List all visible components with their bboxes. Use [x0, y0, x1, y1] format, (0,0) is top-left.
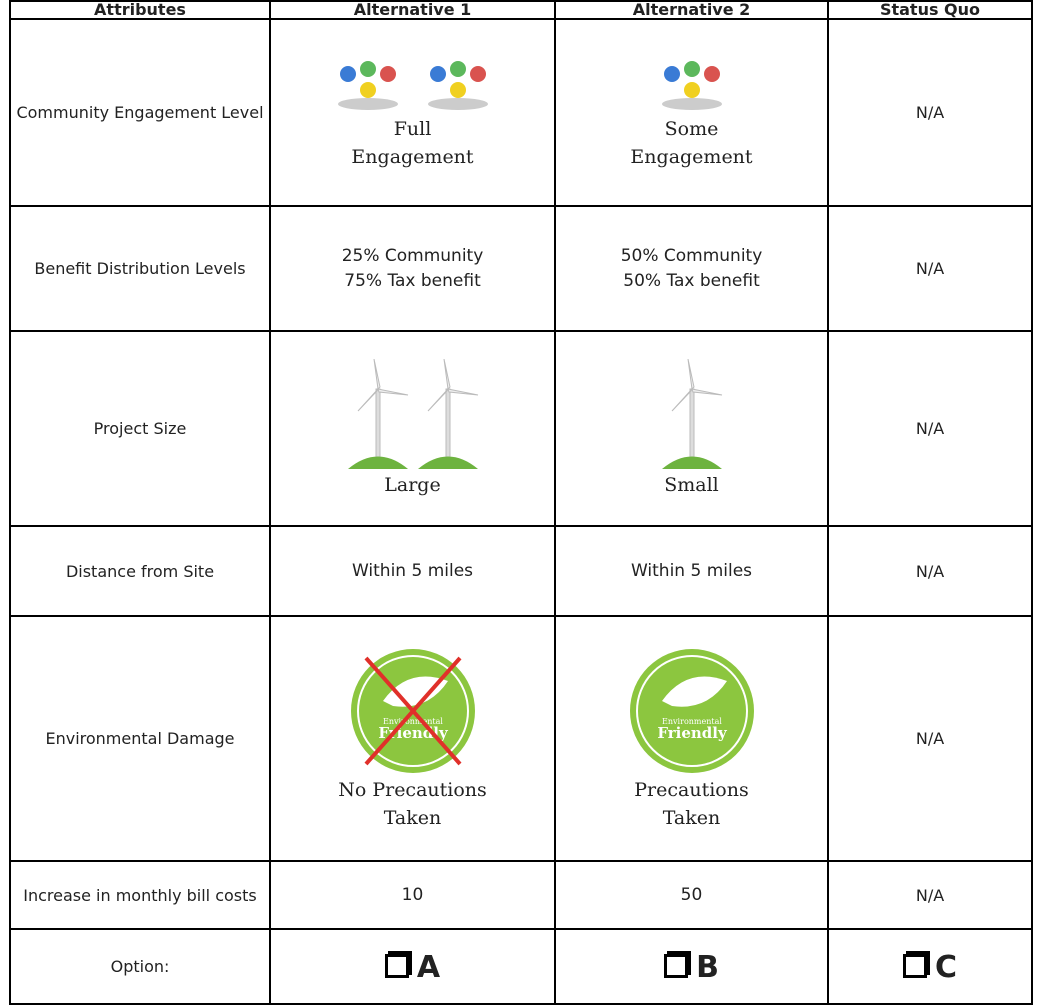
cell-line: 25% Community — [341, 245, 484, 266]
cell-text: N/A — [915, 561, 945, 581]
value-cell: C — [827, 928, 1033, 1005]
cell-text: 50 — [680, 884, 703, 905]
checkbox[interactable] — [384, 953, 409, 978]
value-cell: 10 — [269, 860, 556, 930]
checkbox[interactable] — [902, 953, 927, 978]
people-icon — [661, 60, 722, 110]
cell-text: N/A — [915, 103, 945, 122]
value-cell: Environmental Friendly Precautions Taken — [554, 615, 829, 862]
attribute-cell: Increase in monthly bill costs — [9, 860, 271, 930]
value-cell: A — [269, 928, 556, 1005]
value-cell: 50% Community 50% Tax benefit — [554, 205, 829, 332]
attribute-cell: Project Size — [9, 330, 271, 527]
value-cell: 25% Community 75% Tax benefit — [269, 205, 556, 332]
cell-text: Small — [664, 473, 719, 496]
option-label: A — [416, 949, 441, 985]
value-cell: Environmental Friendly No Precautions Take… — [269, 615, 556, 862]
attribute-cell: Option: — [9, 928, 271, 1005]
status-quo-cell: N/A — [827, 525, 1033, 617]
cell-text: N/A — [915, 885, 945, 905]
value-cell: B — [554, 928, 829, 1005]
header-row: Attributes Alternative 1 Alternative 2 Stat… — [9, 0, 1033, 20]
people-icon — [337, 60, 488, 110]
attribute-cell: Benefit Distribution Levels — [9, 205, 271, 332]
header-cell: Alternative 2 — [554, 0, 829, 20]
logo-text: Friendly — [657, 724, 728, 742]
status-quo-cell: N/A — [827, 860, 1033, 930]
table-row: Distance from Site Within 5 miles Within 5… — [9, 525, 1033, 617]
turbine-icon — [661, 358, 722, 469]
table-row: Option: A B C — [9, 928, 1033, 1005]
header-cell: Alternative 1 — [269, 0, 556, 20]
choice-table: Attributes Alternative 1 Alternative 2 Stat… — [9, 0, 1033, 1005]
header-cell: Status Quo — [827, 0, 1033, 20]
cell-line: 50% Tax benefit — [623, 270, 760, 291]
turbine-icon — [347, 358, 478, 469]
value-cell: Some Engagement — [554, 18, 829, 207]
table-row: Benefit Distribution Levels 25% Community… — [9, 205, 1033, 332]
cell-text: Within 5 miles — [630, 560, 753, 581]
attribute-cell: Community Engagement Level — [9, 18, 271, 207]
value-cell: Within 5 miles — [269, 525, 556, 617]
option-label: B — [696, 949, 719, 985]
attribute-cell: Distance from Site — [9, 525, 271, 617]
cell-text: Within 5 miles — [351, 560, 474, 581]
logo-text: Environmental — [662, 717, 722, 726]
cell-text: 25% Community 75% Tax benefit — [271, 244, 554, 294]
status-quo-cell: N/A — [827, 18, 1033, 207]
cell-text: N/A — [915, 259, 945, 278]
cell-text: C — [829, 952, 1031, 982]
cell-text: A — [271, 952, 554, 982]
cell-text: Some Engagement — [630, 117, 753, 168]
header-cell: Attributes — [9, 0, 271, 20]
table-row: Project Size Large Small N/A — [9, 330, 1033, 527]
status-quo-cell: N/A — [827, 330, 1033, 527]
table-row: Increase in monthly bill costs 10 50 N/A — [9, 860, 1033, 930]
cell-text: 50% Community 50% Tax benefit — [556, 244, 827, 294]
status-quo-cell: N/A — [827, 615, 1033, 862]
cell-text: Full Engagement — [351, 117, 474, 168]
value-cell: Full Engagement — [269, 18, 556, 207]
cell-text: No Precautions Taken — [338, 778, 487, 829]
cell-text: N/A — [915, 729, 945, 748]
table-row: Community Engagement Level Full Engagemen… — [9, 18, 1033, 207]
cell-line: 75% Tax benefit — [344, 270, 481, 291]
option-label: C — [934, 949, 958, 985]
cell-text: N/A — [915, 419, 945, 438]
attribute-cell: Environmental Damage — [9, 615, 271, 862]
cell-text: Large — [384, 473, 441, 496]
value-cell: 50 — [554, 860, 829, 930]
value-cell: Small — [554, 330, 829, 527]
value-cell: Large — [269, 330, 556, 527]
cell-text: 10 — [401, 884, 424, 905]
table-row: Environmental Damage Environmental Friendl… — [9, 615, 1033, 862]
status-quo-cell: N/A — [827, 205, 1033, 332]
logo-text: Environmental — [383, 717, 443, 726]
cell-text: B — [556, 952, 827, 982]
cell-line: 50% Community — [620, 245, 763, 266]
cell-text: Precautions Taken — [634, 778, 749, 829]
value-cell: Within 5 miles — [554, 525, 829, 617]
checkbox[interactable] — [664, 953, 689, 978]
